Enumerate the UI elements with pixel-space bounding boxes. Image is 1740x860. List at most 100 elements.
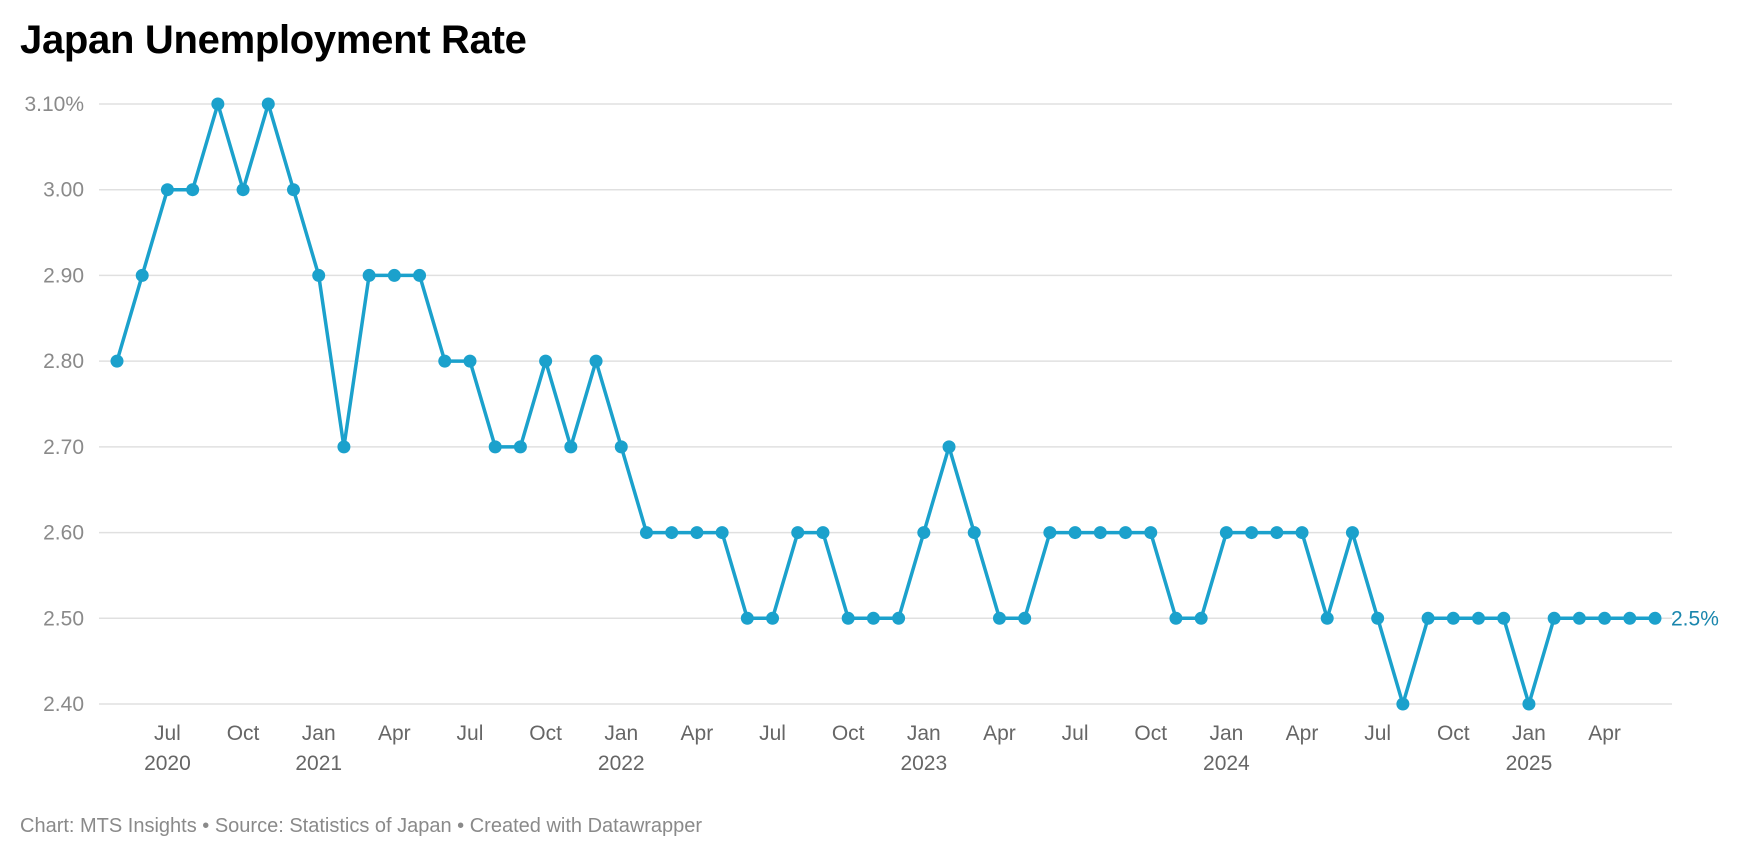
x-tick-year: 2025: [1506, 752, 1553, 775]
data-point: [1371, 611, 1385, 625]
x-tick-label: Oct: [1134, 722, 1167, 745]
x-tick-year: 2023: [900, 752, 947, 775]
x-tick-label: Oct: [227, 722, 260, 745]
x-tick-label: Jul: [1364, 722, 1391, 745]
data-point: [488, 440, 502, 454]
gridlines: [99, 103, 1672, 705]
y-tick-label: 2.80: [43, 350, 84, 373]
data-point: [942, 440, 956, 454]
y-tick-label: 2.90: [43, 264, 84, 287]
data-point: [740, 611, 754, 625]
data-point: [866, 611, 880, 625]
data-point: [1648, 611, 1662, 625]
data-point: [337, 440, 351, 454]
x-tick-label: Jul: [1062, 722, 1089, 745]
data-point: [1093, 526, 1107, 540]
x-tick-label: Jul: [457, 722, 484, 745]
data-point: [892, 611, 906, 625]
data-point: [286, 183, 300, 197]
data-point: [312, 268, 326, 282]
data-point: [1572, 611, 1586, 625]
chart-title: Japan Unemployment Rate: [20, 18, 527, 62]
data-point: [841, 611, 855, 625]
data-point: [816, 526, 830, 540]
x-tick-label: Apr: [983, 722, 1016, 745]
data-point: [1396, 697, 1410, 711]
data-point: [110, 354, 124, 368]
data-point: [589, 354, 603, 368]
data-point: [1345, 526, 1359, 540]
data-point: [1497, 611, 1511, 625]
y-tick-label: 2.60: [43, 522, 84, 545]
data-point: [715, 526, 729, 540]
data-point: [614, 440, 628, 454]
x-tick-label: Jul: [154, 722, 181, 745]
x-axis-ticks: Jul 2020 Oct Jan 2021 Apr Jul Oct Jan 2022 Apr Jul O…: [144, 722, 1621, 775]
data-point: [1623, 611, 1637, 625]
x-tick-year: 2020: [144, 752, 191, 775]
x-tick-label: Oct: [832, 722, 865, 745]
data-point: [1472, 611, 1486, 625]
x-tick-label: Oct: [529, 722, 562, 745]
data-point: [992, 611, 1006, 625]
data-point: [1295, 526, 1309, 540]
y-tick-label: 2.40: [43, 693, 84, 716]
data-point: [690, 526, 704, 540]
data-point: [1043, 526, 1057, 540]
data-point: [1119, 526, 1133, 540]
data-point: [1421, 611, 1435, 625]
data-point: [539, 354, 553, 368]
data-point: [1194, 611, 1208, 625]
data-point: [1522, 697, 1536, 711]
data-point: [387, 268, 401, 282]
x-tick-label: Jan: [302, 722, 336, 745]
y-tick-label: 3.00: [43, 179, 84, 202]
data-point: [1144, 526, 1158, 540]
data-point: [1547, 611, 1561, 625]
data-point: [463, 354, 477, 368]
x-tick-label: Apr: [1286, 722, 1319, 745]
data-point: [1219, 526, 1233, 540]
end-value-label: 2.5%: [1671, 607, 1719, 630]
data-point: [1018, 611, 1032, 625]
series-layer: 2.5%: [110, 97, 1719, 711]
x-tick-year: 2024: [1203, 752, 1250, 775]
data-point: [1169, 611, 1183, 625]
data-point: [413, 268, 427, 282]
data-point: [665, 526, 679, 540]
x-tick-label: Jan: [1209, 722, 1243, 745]
chart-footer: Chart: MTS Insights • Source: Statistics…: [20, 815, 703, 837]
y-tick-label: 3.10%: [24, 93, 84, 116]
x-tick-label: Apr: [1588, 722, 1621, 745]
data-point: [261, 97, 275, 111]
data-point: [564, 440, 578, 454]
y-tick-label: 2.50: [43, 607, 84, 630]
y-axis-ticks: 2.40 2.50 2.60 2.70 2.80 2.90 3.00 3.10%: [24, 93, 84, 716]
data-point: [135, 268, 149, 282]
data-point: [967, 526, 981, 540]
data-point: [438, 354, 452, 368]
data-point: [1245, 526, 1259, 540]
y-tick-label: 2.70: [43, 436, 84, 459]
data-point: [211, 97, 225, 111]
x-tick-label: Jul: [759, 722, 786, 745]
data-point: [1270, 526, 1284, 540]
x-tick-label: Jan: [1512, 722, 1546, 745]
data-point: [1446, 611, 1460, 625]
x-tick-label: Apr: [378, 722, 411, 745]
x-tick-label: Jan: [907, 722, 941, 745]
x-tick-year: 2022: [598, 752, 645, 775]
data-point: [639, 526, 653, 540]
data-point: [160, 183, 174, 197]
data-point: [236, 183, 250, 197]
x-tick-label: Jan: [604, 722, 638, 745]
data-point: [1598, 611, 1612, 625]
data-point: [186, 183, 200, 197]
x-tick-label: Oct: [1437, 722, 1470, 745]
data-point: [791, 526, 805, 540]
data-point: [1068, 526, 1082, 540]
x-tick-label: Apr: [681, 722, 714, 745]
data-point: [1320, 611, 1334, 625]
data-point: [766, 611, 780, 625]
